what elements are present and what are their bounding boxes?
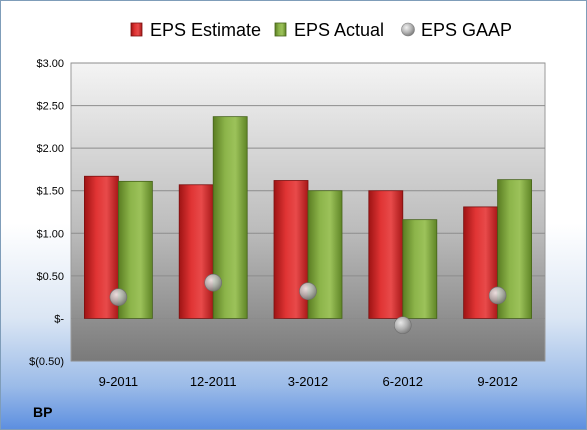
x-category-label: 12-2011 [190,374,237,389]
legend-item-eps-gaap: EPS GAAP [401,20,512,40]
x-axis: 9-2011 12-2011 3-2012 6-2012 9-2012 [99,374,518,389]
marker-eps-gaap [393,316,412,335]
legend-item-eps-estimate: EPS Estimate [130,20,261,40]
legend-label: EPS GAAP [421,20,512,40]
y-tick-label: $0.50 [36,271,64,283]
y-tick-label: $- [54,313,64,325]
bar-eps-actual [402,219,438,319]
legend: EPS Estimate EPS Actual EPS GAAP [130,20,512,40]
legend-swatch [401,22,415,37]
bar-eps-estimate [368,190,404,319]
x-category-label: 3-2012 [288,374,328,389]
legend-label: EPS Estimate [150,20,261,40]
y-tick-label: $(0.50) [29,356,64,368]
marker-eps-gaap [299,282,317,300]
y-tick-label: $3.00 [36,58,64,70]
legend-swatch [130,22,143,37]
x-category-label: 9-2012 [477,374,517,389]
legend-swatch [274,22,287,37]
gaap-markers [109,273,507,335]
x-category-label: 9-2011 [99,374,139,389]
legend-label: EPS Actual [294,20,384,40]
marker-eps-gaap [488,286,507,305]
marker-eps-gaap [204,273,222,292]
marker-eps-gaap [109,288,128,306]
company-label: BP [33,404,53,420]
y-tick-label: $2.50 [36,101,64,113]
legend-item-eps-actual: EPS Actual [274,20,384,40]
x-category-label: 6-2012 [383,374,423,389]
y-tick-label: $2.00 [36,143,64,155]
y-tick-label: $1.50 [36,186,64,198]
y-axis: $3.00 $2.50 $2.00 $1.50 $1.00 $0.50 $- $(0.50) [29,58,64,368]
bar-eps-estimate [178,184,214,319]
bar-eps-actual [307,190,343,319]
y-tick-label: $1.00 [36,228,64,240]
